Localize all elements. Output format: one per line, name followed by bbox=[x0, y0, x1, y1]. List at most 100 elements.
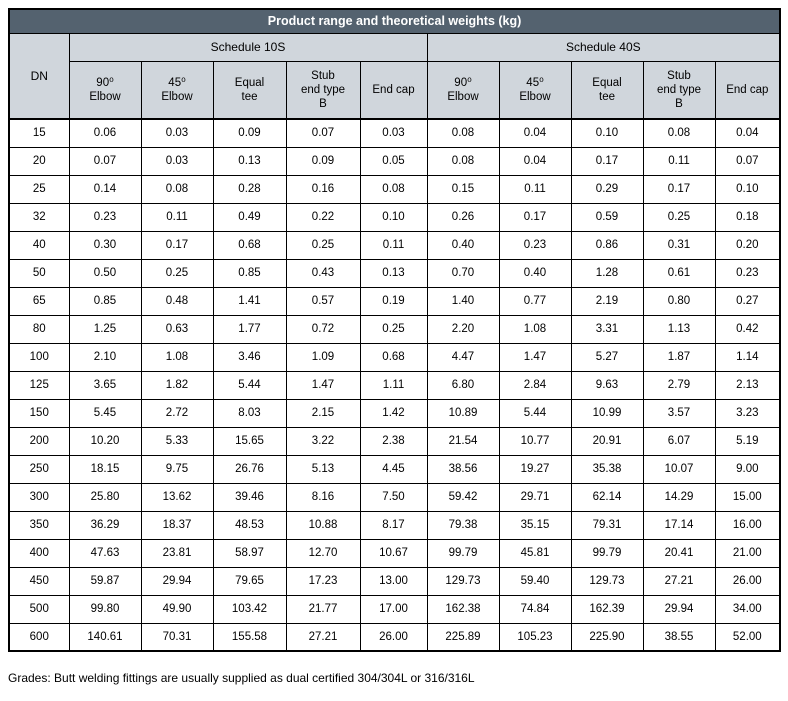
dn-cell: 40 bbox=[8, 230, 70, 260]
weight-cell-10s-equal-tee: 103.42 bbox=[212, 594, 287, 624]
weight-cell-10s-stub-end-type-b: 0.43 bbox=[285, 258, 361, 288]
weight-cell-10s-45-elbow: 5.33 bbox=[140, 426, 214, 456]
weight-cell-10s-equal-tee: 155.58 bbox=[212, 622, 287, 652]
weight-cell-40s-45-elbow: 0.04 bbox=[498, 118, 572, 148]
table-row: 20 0.07 0.03 0.13 0.09 0.05 0.08 0.04 0.17 0.11 0.… bbox=[8, 146, 781, 176]
title-row: Product range and theoretical weights (k… bbox=[8, 8, 781, 34]
dn-cell: 25 bbox=[8, 174, 70, 204]
column-header-40s-90-elbow: 90⁰ Elbow bbox=[426, 60, 500, 120]
weight-cell-40s-90-elbow: 38.56 bbox=[426, 454, 500, 484]
weight-cell-40s-90-elbow: 59.42 bbox=[426, 482, 500, 512]
weight-cell-10s-equal-tee: 39.46 bbox=[212, 482, 287, 512]
weight-cell-40s-90-elbow: 225.89 bbox=[426, 622, 500, 652]
weight-cell-10s-equal-tee: 1.77 bbox=[212, 314, 287, 344]
weight-cell-40s-equal-tee: 35.38 bbox=[570, 454, 644, 484]
weight-cell-10s-equal-tee: 58.97 bbox=[212, 538, 287, 568]
weight-cell-40s-stub-end-type-b: 17.14 bbox=[642, 510, 716, 540]
weight-cell-40s-90-elbow: 162.38 bbox=[426, 594, 500, 624]
weight-cell-40s-end-cap: 52.00 bbox=[714, 622, 781, 652]
dn-cell: 100 bbox=[8, 342, 70, 372]
grades-note: Grades: Butt welding fittings are usuall… bbox=[8, 671, 475, 685]
weight-cell-10s-end-cap: 0.68 bbox=[359, 342, 428, 372]
dn-cell: 500 bbox=[8, 594, 70, 624]
weight-cell-10s-90-elbow: 0.85 bbox=[68, 286, 142, 316]
table-row: 32 0.23 0.11 0.49 0.22 0.10 0.26 0.17 0.59 0.25 0.… bbox=[8, 202, 781, 232]
weight-cell-40s-equal-tee: 1.28 bbox=[570, 258, 644, 288]
weight-cell-10s-90-elbow: 0.30 bbox=[68, 230, 142, 260]
table-body: 15 0.06 0.03 0.09 0.07 0.03 0.08 0.04 0.10 0.08 0.… bbox=[8, 118, 781, 652]
weight-cell-40s-90-elbow: 6.80 bbox=[426, 370, 500, 400]
weight-cell-10s-45-elbow: 13.62 bbox=[140, 482, 214, 512]
dn-cell: 300 bbox=[8, 482, 70, 512]
weight-cell-10s-stub-end-type-b: 10.88 bbox=[285, 510, 361, 540]
weight-cell-10s-90-elbow: 18.15 bbox=[68, 454, 142, 484]
weight-cell-40s-equal-tee: 162.39 bbox=[570, 594, 644, 624]
table-row: 15 0.06 0.03 0.09 0.07 0.03 0.08 0.04 0.10 0.08 0.… bbox=[8, 118, 781, 148]
weight-cell-40s-45-elbow: 105.23 bbox=[498, 622, 572, 652]
weight-cell-40s-equal-tee: 79.31 bbox=[570, 510, 644, 540]
weight-cell-40s-stub-end-type-b: 0.61 bbox=[642, 258, 716, 288]
weight-cell-10s-equal-tee: 15.65 bbox=[212, 426, 287, 456]
weight-cell-40s-stub-end-type-b: 0.80 bbox=[642, 286, 716, 316]
weight-cell-40s-stub-end-type-b: 0.11 bbox=[642, 146, 716, 176]
weight-cell-10s-equal-tee: 0.28 bbox=[212, 174, 287, 204]
weight-cell-40s-stub-end-type-b: 10.07 bbox=[642, 454, 716, 484]
weight-cell-40s-stub-end-type-b: 0.08 bbox=[642, 118, 716, 148]
weight-cell-10s-end-cap: 0.25 bbox=[359, 314, 428, 344]
weight-cell-40s-90-elbow: 2.20 bbox=[426, 314, 500, 344]
weight-cell-10s-end-cap: 26.00 bbox=[359, 622, 428, 652]
weight-cell-40s-stub-end-type-b: 29.94 bbox=[642, 594, 716, 624]
table-row: 100 2.10 1.08 3.46 1.09 0.68 4.47 1.47 5.27 1.87 1… bbox=[8, 342, 781, 372]
weight-cell-10s-stub-end-type-b: 0.09 bbox=[285, 146, 361, 176]
weight-cell-10s-end-cap: 0.19 bbox=[359, 286, 428, 316]
weight-cell-10s-45-elbow: 2.72 bbox=[140, 398, 214, 428]
weight-cell-40s-equal-tee: 2.19 bbox=[570, 286, 644, 316]
weight-cell-10s-90-elbow: 1.25 bbox=[68, 314, 142, 344]
weight-cell-10s-end-cap: 1.11 bbox=[359, 370, 428, 400]
dn-cell: 15 bbox=[8, 118, 70, 148]
weight-cell-10s-equal-tee: 8.03 bbox=[212, 398, 287, 428]
weight-cell-10s-45-elbow: 1.82 bbox=[140, 370, 214, 400]
weight-cell-40s-90-elbow: 0.70 bbox=[426, 258, 500, 288]
weight-cell-40s-90-elbow: 0.08 bbox=[426, 146, 500, 176]
column-header-40s-end-cap: End cap bbox=[714, 60, 781, 120]
sub-header-row: 90⁰ Elbow 45⁰ Elbow Equal tee Stub end type… bbox=[9, 60, 781, 120]
weight-cell-10s-stub-end-type-b: 2.15 bbox=[285, 398, 361, 428]
weight-cell-10s-45-elbow: 9.75 bbox=[140, 454, 214, 484]
dn-cell: 150 bbox=[8, 398, 70, 428]
weight-cell-40s-end-cap: 0.23 bbox=[714, 258, 781, 288]
weight-cell-10s-end-cap: 0.10 bbox=[359, 202, 428, 232]
dn-cell: 125 bbox=[8, 370, 70, 400]
weight-cell-40s-end-cap: 26.00 bbox=[714, 566, 781, 596]
column-header-40s-equal-tee: Equal tee bbox=[570, 60, 644, 120]
weight-cell-40s-stub-end-type-b: 1.13 bbox=[642, 314, 716, 344]
table-row: 50 0.50 0.25 0.85 0.43 0.13 0.70 0.40 1.28 0.61 0.… bbox=[8, 258, 781, 288]
weight-cell-40s-equal-tee: 129.73 bbox=[570, 566, 644, 596]
weight-cell-10s-equal-tee: 26.76 bbox=[212, 454, 287, 484]
weight-cell-10s-end-cap: 13.00 bbox=[359, 566, 428, 596]
weight-cell-40s-end-cap: 15.00 bbox=[714, 482, 781, 512]
weight-cell-40s-45-elbow: 0.77 bbox=[498, 286, 572, 316]
column-header-10s-45-elbow: 45⁰ Elbow bbox=[140, 60, 214, 120]
weight-cell-10s-end-cap: 1.42 bbox=[359, 398, 428, 428]
table-row: 65 0.85 0.48 1.41 0.57 0.19 1.40 0.77 2.19 0.80 0.… bbox=[8, 286, 781, 316]
dn-cell: 80 bbox=[8, 314, 70, 344]
dn-cell: 50 bbox=[8, 258, 70, 288]
weight-cell-40s-end-cap: 16.00 bbox=[714, 510, 781, 540]
weight-cell-40s-45-elbow: 35.15 bbox=[498, 510, 572, 540]
weight-cell-40s-stub-end-type-b: 2.79 bbox=[642, 370, 716, 400]
weight-cell-40s-equal-tee: 5.27 bbox=[570, 342, 644, 372]
weight-cell-40s-90-elbow: 0.40 bbox=[426, 230, 500, 260]
weight-cell-10s-equal-tee: 79.65 bbox=[212, 566, 287, 596]
weight-cell-10s-90-elbow: 25.80 bbox=[68, 482, 142, 512]
dn-cell: 20 bbox=[8, 146, 70, 176]
weight-cell-40s-90-elbow: 79.38 bbox=[426, 510, 500, 540]
dn-cell: 350 bbox=[8, 510, 70, 540]
weight-cell-40s-end-cap: 3.23 bbox=[714, 398, 781, 428]
weight-cell-10s-90-elbow: 2.10 bbox=[68, 342, 142, 372]
table-row: 150 5.45 2.72 8.03 2.15 1.42 10.89 5.44 10.99 3.5… bbox=[8, 398, 781, 428]
group-header-schedule-10s: Schedule 10S bbox=[68, 32, 428, 62]
weight-cell-40s-stub-end-type-b: 27.21 bbox=[642, 566, 716, 596]
weight-cell-10s-45-elbow: 1.08 bbox=[140, 342, 214, 372]
